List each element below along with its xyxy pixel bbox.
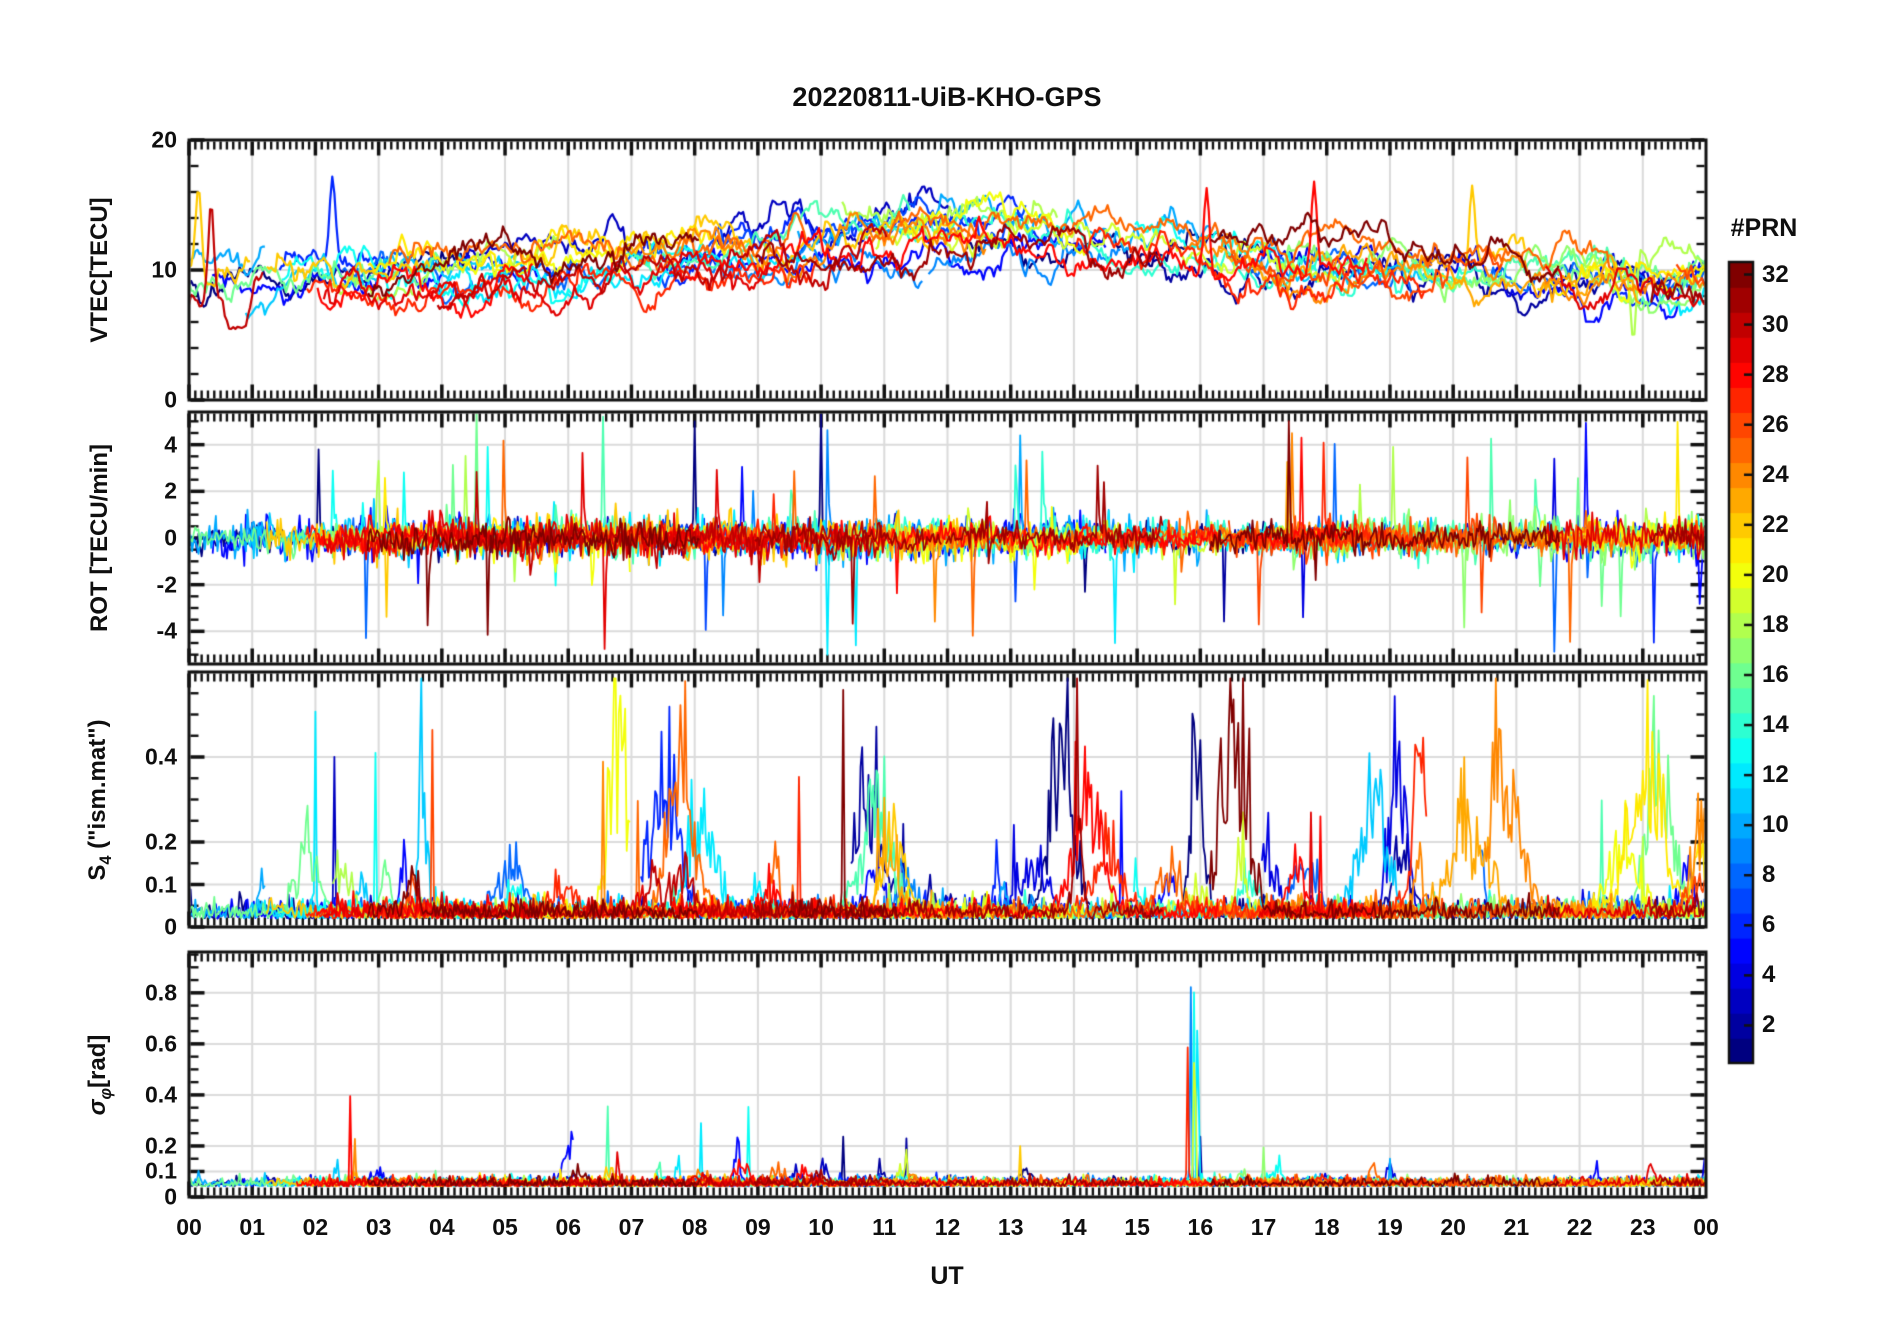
x-tick-label: 23 xyxy=(1629,1214,1656,1240)
y-tick-label-vtec: 10 xyxy=(151,256,177,283)
x-tick-label: 02 xyxy=(302,1214,329,1240)
y-tick-label-s4: 0.4 xyxy=(145,743,177,770)
y-tick-label-sigma_phi: 0.6 xyxy=(145,1030,177,1057)
x-tick-label: 11 xyxy=(872,1214,897,1240)
x-tick-label: 13 xyxy=(997,1214,1024,1240)
y-tick-label-s4: 0.1 xyxy=(145,871,177,897)
x-tick-label: 22 xyxy=(1566,1214,1593,1240)
y-axis-label-vtec: VTEC[TECU] xyxy=(86,197,113,343)
x-tick-label: 15 xyxy=(1124,1214,1150,1240)
colorbar-tick-label: 22 xyxy=(1762,510,1789,538)
y-tick-label-sigma_phi: 0.1 xyxy=(145,1157,177,1184)
y-tick-label-rot: 2 xyxy=(164,477,177,504)
colorbar-tick-label: 20 xyxy=(1762,560,1789,588)
x-tick-label: 03 xyxy=(365,1214,392,1240)
x-tick-label: 19 xyxy=(1377,1214,1403,1240)
colorbar-tick-label: 4 xyxy=(1762,961,1776,989)
colorbar-tick-label: 8 xyxy=(1762,861,1776,889)
x-tick-label: 08 xyxy=(681,1214,708,1240)
x-tick-label: 20 xyxy=(1440,1214,1466,1240)
y-axis-label-sigma_phi: σφ[rad] xyxy=(84,1034,115,1115)
colorbar-tick-label: 2 xyxy=(1762,1011,1776,1039)
colorbar-tick-label: 28 xyxy=(1762,360,1789,388)
y-tick-label-rot: 0 xyxy=(164,524,177,551)
y-tick-label-vtec: 20 xyxy=(151,126,177,153)
colorbar-tick-label: 24 xyxy=(1762,460,1789,488)
chart-title: 20220811-UiB-KHO-GPS xyxy=(792,82,1102,112)
x-tick-label: 07 xyxy=(618,1214,645,1240)
colorbar-tick-label: 30 xyxy=(1762,310,1789,338)
colorbar-tick-label: 12 xyxy=(1762,761,1789,789)
x-axis-label: UT xyxy=(930,1262,964,1290)
x-tick-label: 00 xyxy=(176,1214,202,1240)
x-tick-label: 04 xyxy=(429,1214,455,1240)
y-axis-label-s4: S4 ("ism.mat") xyxy=(84,718,115,881)
colorbar-tick-label: 18 xyxy=(1762,610,1789,638)
x-tick-label: 21 xyxy=(1503,1214,1530,1240)
x-tick-label: 12 xyxy=(934,1214,961,1240)
y-tick-label-vtec: 0 xyxy=(164,386,177,413)
colorbar-tick-label: 14 xyxy=(1762,711,1789,739)
colorbar-title: #PRN xyxy=(1730,214,1798,242)
x-tick-label: 10 xyxy=(808,1214,834,1240)
y-tick-label-s4: 0.2 xyxy=(145,828,177,855)
colorbar-tick-label: 10 xyxy=(1762,811,1789,839)
y-tick-label-sigma_phi: 0 xyxy=(164,1183,177,1210)
x-tick-label: 05 xyxy=(492,1214,518,1240)
y-tick-label-sigma_phi: 0.4 xyxy=(145,1081,177,1108)
colorbar-tick-label: 26 xyxy=(1762,410,1789,438)
x-tick-label: 16 xyxy=(1187,1214,1214,1240)
x-tick-label: 18 xyxy=(1313,1214,1340,1240)
colorbar-tick-label: 16 xyxy=(1762,661,1789,689)
y-tick-label-rot: -4 xyxy=(156,617,177,644)
x-tick-label: 17 xyxy=(1250,1214,1277,1240)
y-axis-label-rot: ROT [TECU/min] xyxy=(86,444,113,632)
y-tick-label-s4: 0 xyxy=(164,913,177,940)
x-tick-label: 06 xyxy=(555,1214,582,1240)
x-tick-label: 00 xyxy=(1693,1214,1719,1240)
y-tick-label-sigma_phi: 0.2 xyxy=(145,1132,177,1159)
y-tick-label-rot: 4 xyxy=(164,431,177,458)
colorbar-tick-label: 6 xyxy=(1762,911,1776,939)
x-tick-label: 09 xyxy=(745,1214,771,1240)
x-tick-label: 01 xyxy=(239,1214,265,1240)
y-tick-label-sigma_phi: 0.8 xyxy=(145,979,177,1006)
x-tick-label: 14 xyxy=(1061,1214,1087,1240)
colorbar-tick-label: 32 xyxy=(1762,260,1789,288)
y-tick-label-rot: -2 xyxy=(156,571,177,598)
